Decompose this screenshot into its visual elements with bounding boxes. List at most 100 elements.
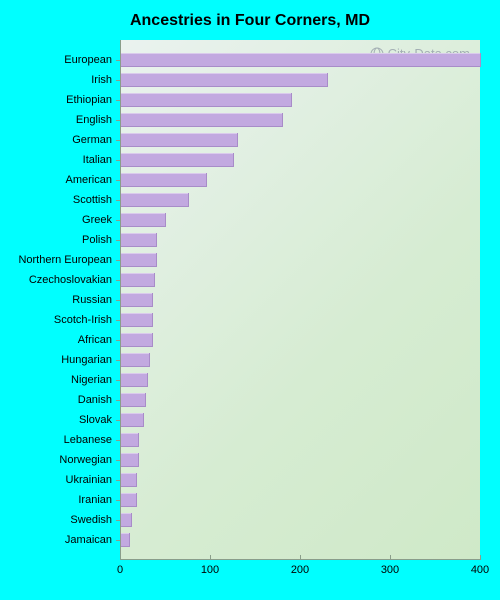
y-tick-mark — [116, 240, 120, 241]
y-tick-mark — [116, 80, 120, 81]
bar-row — [121, 330, 153, 350]
bar — [121, 393, 146, 407]
y-axis-label: Polish — [0, 230, 116, 250]
y-tick-mark — [116, 300, 120, 301]
y-axis-label: English — [0, 110, 116, 130]
bar-row — [121, 150, 234, 170]
y-axis-label: Northern European — [0, 250, 116, 270]
y-tick-mark — [116, 460, 120, 461]
y-axis-label: European — [0, 50, 116, 70]
bar-row — [121, 210, 166, 230]
x-axis-tick-label: 200 — [280, 564, 320, 576]
y-tick-mark — [116, 540, 120, 541]
y-axis-label: African — [0, 330, 116, 350]
bar — [121, 53, 481, 67]
y-tick-mark — [116, 140, 120, 141]
y-tick-mark — [116, 220, 120, 221]
x-axis-tick-label: 400 — [460, 564, 500, 576]
bar — [121, 233, 157, 247]
bar-row — [121, 170, 207, 190]
bar-row — [121, 470, 137, 490]
bar — [121, 493, 137, 507]
x-axis-tick-label: 300 — [370, 564, 410, 576]
bar — [121, 453, 139, 467]
y-axis-label: Scottish — [0, 190, 116, 210]
x-axis-tick-label: 100 — [190, 564, 230, 576]
bar-row — [121, 250, 157, 270]
bar-row — [121, 230, 157, 250]
bar-row — [121, 110, 283, 130]
bar — [121, 433, 139, 447]
bar — [121, 273, 155, 287]
chart-title: Ancestries in Four Corners, MD — [0, 0, 500, 38]
y-axis-label: Scotch-Irish — [0, 310, 116, 330]
bar-row — [121, 490, 137, 510]
bar-row — [121, 450, 139, 470]
bar — [121, 373, 148, 387]
y-axis-label: Ukrainian — [0, 470, 116, 490]
bar-row — [121, 530, 130, 550]
y-axis-label: American — [0, 170, 116, 190]
y-tick-mark — [116, 360, 120, 361]
y-axis-label: Danish — [0, 390, 116, 410]
y-axis-label: Irish — [0, 70, 116, 90]
y-tick-mark — [116, 480, 120, 481]
y-tick-mark — [116, 200, 120, 201]
bar — [121, 253, 157, 267]
bars-container — [121, 40, 480, 559]
bar-row — [121, 270, 155, 290]
y-axis-label: Jamaican — [0, 530, 116, 550]
bar-row — [121, 390, 146, 410]
y-axis-label: German — [0, 130, 116, 150]
bar — [121, 73, 328, 87]
bar-row — [121, 410, 144, 430]
x-tick-mark — [480, 555, 481, 560]
y-tick-mark — [116, 320, 120, 321]
y-tick-mark — [116, 160, 120, 161]
bar-row — [121, 370, 148, 390]
y-tick-mark — [116, 500, 120, 501]
y-axis-label: Iranian — [0, 490, 116, 510]
x-tick-mark — [120, 555, 121, 560]
y-tick-mark — [116, 400, 120, 401]
y-tick-mark — [116, 380, 120, 381]
y-axis-label: Czechoslovakian — [0, 270, 116, 290]
y-axis-label: Nigerian — [0, 370, 116, 390]
bar — [121, 353, 150, 367]
x-axis-tick-label: 0 — [100, 564, 140, 576]
y-axis-label: Italian — [0, 150, 116, 170]
bar — [121, 513, 132, 527]
y-tick-mark — [116, 420, 120, 421]
y-tick-mark — [116, 340, 120, 341]
y-tick-mark — [116, 440, 120, 441]
bar — [121, 193, 189, 207]
y-tick-mark — [116, 280, 120, 281]
bar-row — [121, 130, 238, 150]
y-axis-label: Ethiopian — [0, 90, 116, 110]
bar-row — [121, 350, 150, 370]
bar — [121, 153, 234, 167]
bar — [121, 333, 153, 347]
y-tick-mark — [116, 520, 120, 521]
y-axis-label: Norwegian — [0, 450, 116, 470]
x-tick-mark — [390, 555, 391, 560]
bar — [121, 533, 130, 547]
y-tick-mark — [116, 120, 120, 121]
plot-area: City-Data.com — [120, 40, 480, 560]
bar — [121, 133, 238, 147]
bar-row — [121, 310, 153, 330]
bar-row — [121, 90, 292, 110]
y-tick-mark — [116, 180, 120, 181]
bar — [121, 113, 283, 127]
y-axis-label: Slovak — [0, 410, 116, 430]
bar-row — [121, 70, 328, 90]
x-tick-mark — [210, 555, 211, 560]
y-tick-mark — [116, 260, 120, 261]
y-axis-label: Hungarian — [0, 350, 116, 370]
bar-row — [121, 190, 189, 210]
y-axis-label: Lebanese — [0, 430, 116, 450]
y-tick-mark — [116, 60, 120, 61]
bar-row — [121, 430, 139, 450]
bar-row — [121, 50, 481, 70]
y-tick-mark — [116, 100, 120, 101]
